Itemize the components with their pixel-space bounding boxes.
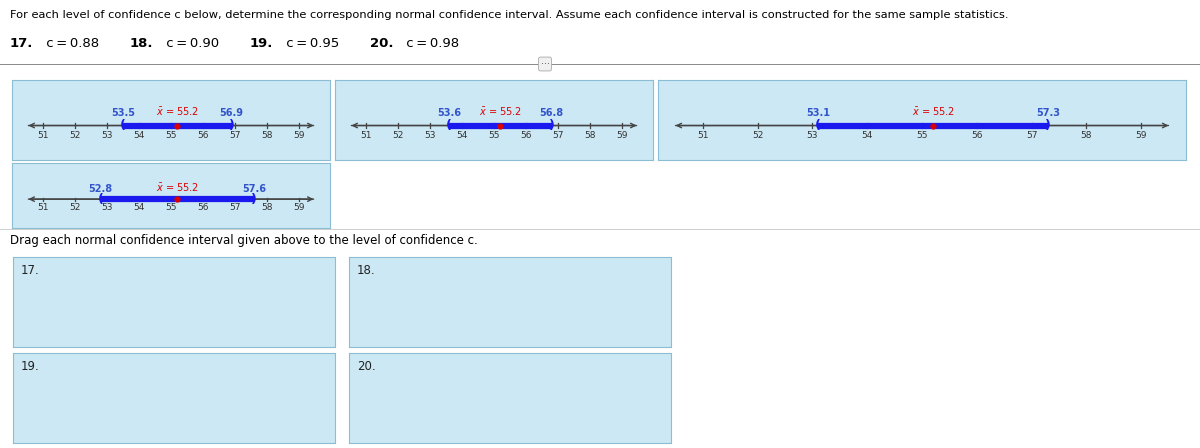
Text: 52: 52 bbox=[70, 131, 80, 140]
Text: 51: 51 bbox=[37, 131, 49, 140]
Text: $\bar{x}$ = 55.2: $\bar{x}$ = 55.2 bbox=[479, 106, 522, 118]
Text: 18.: 18. bbox=[358, 264, 376, 277]
Text: 19.: 19. bbox=[22, 360, 40, 373]
Text: 57: 57 bbox=[229, 203, 241, 212]
Text: (: ( bbox=[120, 119, 126, 132]
Text: 56.8: 56.8 bbox=[540, 108, 564, 118]
Text: 53: 53 bbox=[101, 131, 113, 140]
Text: 58: 58 bbox=[262, 203, 272, 212]
Text: 18.: 18. bbox=[130, 36, 154, 49]
Text: 55: 55 bbox=[488, 131, 499, 140]
Text: c = 0.95: c = 0.95 bbox=[282, 36, 340, 49]
Text: 17.: 17. bbox=[22, 264, 40, 277]
Text: c = 0.88: c = 0.88 bbox=[42, 36, 100, 49]
Text: 53.1: 53.1 bbox=[806, 108, 830, 118]
Text: 58: 58 bbox=[262, 131, 272, 140]
Text: 51: 51 bbox=[697, 131, 709, 140]
Text: 57: 57 bbox=[229, 131, 241, 140]
Text: 57.3: 57.3 bbox=[1036, 108, 1060, 118]
Text: 20.: 20. bbox=[358, 360, 376, 373]
Text: 55: 55 bbox=[917, 131, 928, 140]
Text: 58: 58 bbox=[1080, 131, 1092, 140]
Text: 52: 52 bbox=[392, 131, 404, 140]
Text: 52: 52 bbox=[70, 203, 80, 212]
Text: 53: 53 bbox=[101, 203, 113, 212]
Text: 53: 53 bbox=[425, 131, 436, 140]
Text: 53.6: 53.6 bbox=[437, 108, 461, 118]
Text: 59: 59 bbox=[293, 203, 305, 212]
Text: (: ( bbox=[815, 119, 821, 132]
Text: 51: 51 bbox=[360, 131, 372, 140]
Text: 51: 51 bbox=[37, 203, 49, 212]
Text: ···: ··· bbox=[540, 59, 550, 69]
Text: c = 0.98: c = 0.98 bbox=[402, 36, 460, 49]
Text: ): ) bbox=[251, 193, 257, 206]
Text: (: ( bbox=[97, 193, 103, 206]
Text: 54: 54 bbox=[862, 131, 872, 140]
Text: Drag each normal confidence interval given above to the level of confidence c.: Drag each normal confidence interval giv… bbox=[10, 233, 478, 246]
Text: $\bar{x}$ = 55.2: $\bar{x}$ = 55.2 bbox=[156, 182, 199, 194]
Text: 54: 54 bbox=[133, 131, 145, 140]
Text: 19.: 19. bbox=[250, 36, 274, 49]
Text: 56: 56 bbox=[197, 203, 209, 212]
Text: 54: 54 bbox=[133, 203, 145, 212]
Text: 52.8: 52.8 bbox=[89, 184, 113, 194]
Text: 53.5: 53.5 bbox=[112, 108, 136, 118]
Text: 20.: 20. bbox=[370, 36, 394, 49]
Text: 56: 56 bbox=[521, 131, 532, 140]
Text: (: ( bbox=[446, 119, 452, 132]
Text: 55: 55 bbox=[166, 203, 176, 212]
Text: $\bar{x}$ = 55.2: $\bar{x}$ = 55.2 bbox=[156, 106, 199, 118]
Text: 54: 54 bbox=[456, 131, 468, 140]
Text: ): ) bbox=[229, 119, 235, 132]
Text: 59: 59 bbox=[293, 131, 305, 140]
Text: For each level of confidence c below, determine the corresponding normal confide: For each level of confidence c below, de… bbox=[10, 10, 1008, 20]
Text: ): ) bbox=[548, 119, 554, 132]
Text: 52: 52 bbox=[752, 131, 763, 140]
Text: 59: 59 bbox=[1135, 131, 1147, 140]
Text: 55: 55 bbox=[166, 131, 176, 140]
Text: ): ) bbox=[1045, 119, 1051, 132]
Text: 53: 53 bbox=[806, 131, 818, 140]
Text: 56: 56 bbox=[197, 131, 209, 140]
Text: 57: 57 bbox=[1026, 131, 1037, 140]
Text: 58: 58 bbox=[584, 131, 595, 140]
Text: $\bar{x}$ = 55.2: $\bar{x}$ = 55.2 bbox=[912, 106, 954, 118]
Text: 56.9: 56.9 bbox=[220, 108, 244, 118]
Text: 17.: 17. bbox=[10, 36, 34, 49]
Text: c = 0.90: c = 0.90 bbox=[162, 36, 220, 49]
Text: 59: 59 bbox=[616, 131, 628, 140]
Text: 57: 57 bbox=[552, 131, 564, 140]
Text: 57.6: 57.6 bbox=[242, 184, 266, 194]
Text: 56: 56 bbox=[971, 131, 983, 140]
